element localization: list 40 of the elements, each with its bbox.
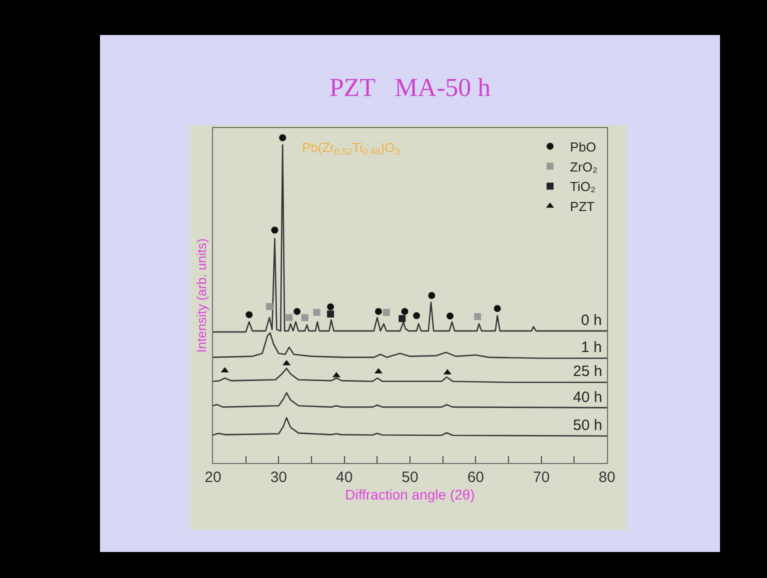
x-tick-label: 60 [467, 469, 484, 486]
legend-label: ZrO₂ [570, 159, 598, 174]
x-tick-label: 20 [204, 469, 222, 486]
point [279, 134, 286, 142]
x-tick-label: 30 [270, 469, 288, 486]
series-label: 0 h [581, 312, 602, 329]
point [398, 315, 406, 322]
point [494, 305, 501, 312]
point [446, 312, 454, 320]
legend-label: TiO₂ [570, 179, 596, 194]
point [266, 303, 273, 310]
point [271, 226, 278, 234]
x-tick-label: 80 [598, 469, 616, 486]
series-label: 40 h [573, 389, 602, 406]
x-tick-label: 70 [532, 469, 550, 486]
point [413, 312, 420, 320]
x-tick-label: 50 [402, 469, 418, 486]
point [246, 311, 253, 318]
point [474, 313, 482, 320]
point [313, 308, 320, 316]
point [428, 292, 436, 299]
point [382, 308, 390, 316]
point [294, 308, 301, 315]
legend-label: PbO [570, 139, 596, 154]
point [286, 314, 293, 322]
series-label: 1 h [581, 339, 602, 356]
point [327, 303, 334, 310]
point [374, 308, 382, 315]
x-axis-title: Diffraction angle (2θ) [345, 486, 475, 502]
point [327, 310, 334, 318]
series-label: 25 h [573, 363, 602, 380]
point [401, 308, 408, 315]
y-axis-title: Intensity (arb. units) [194, 238, 209, 353]
x-tick-label: 40 [336, 469, 353, 486]
annotation: Pb(Zr$_{0.52}$Ti$_{0.48}$)O$_{3}$ [302, 140, 400, 157]
point [301, 314, 308, 322]
point [282, 360, 291, 366]
legend-label: PZT [570, 199, 595, 214]
chart-title: PZT MA-50 h [328, 73, 492, 103]
series-label: 50 h [573, 417, 602, 434]
